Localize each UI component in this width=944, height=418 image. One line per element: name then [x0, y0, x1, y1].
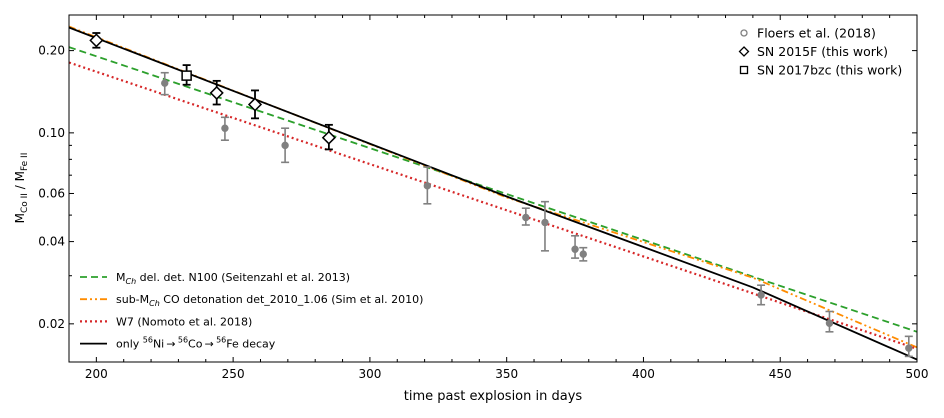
legend-label: sub-MCh CO detonation det_2010_1.06 (Sim…: [116, 293, 423, 308]
point-marker-diamond: [89, 33, 104, 48]
point-marker-diamond: [321, 130, 336, 145]
legend-text: del. det. N100 (Seitenzahl et al. 2013): [136, 271, 350, 284]
legend-label: Floers et al. (2018): [757, 26, 876, 41]
model-lines: [68, 25, 918, 361]
x-tick-label: 450: [769, 367, 792, 381]
point-marker-circle: [579, 250, 587, 258]
model-line: [68, 61, 918, 350]
x-tick-label: 500: [906, 367, 929, 381]
x-tick-label: 350: [495, 367, 518, 381]
point-marker-circle: [221, 124, 229, 132]
point-marker-circle: [281, 141, 289, 150]
y-axis-label-main: M: [13, 213, 27, 223]
point-marker-circle: [757, 291, 765, 299]
legend-markers: Floers et al. (2018) SN 2015F (this work)…: [738, 26, 902, 78]
legend-label: W7 (Nomoto et al. 2018): [116, 315, 252, 328]
legend-text: Co →: [188, 338, 216, 351]
legend-text: W7 (Nomoto et al. 2018): [116, 315, 252, 328]
point-marker-circle: [423, 182, 432, 190]
model-line: [68, 46, 918, 333]
model-line: [68, 26, 918, 361]
x-axis-label: time past explosion in days: [404, 389, 583, 404]
y-tick-label: 0.20: [38, 44, 65, 58]
point-marker-circle: [571, 245, 579, 253]
plot-background: [69, 15, 917, 362]
y-tick-label: 0.02: [38, 317, 65, 331]
legend-sub: Ch: [149, 299, 160, 308]
legend-text: only: [116, 338, 143, 351]
y-tick-label: 0.06: [38, 186, 65, 200]
point-marker-circle: [522, 213, 530, 222]
point-marker-diamond: [209, 85, 224, 100]
x-tick-label: 200: [85, 367, 108, 381]
point-marker-circle: [825, 319, 834, 327]
legend-marker-diamond: [738, 46, 750, 57]
legend-sup: 56: [178, 336, 188, 345]
x-axis-ticks: 200 250 300 350 400 450 500: [68, 15, 929, 381]
legend-models: MCh del. det. N100 (Seitenzahl et al. 20…: [80, 271, 423, 351]
x-tick-label: 300: [358, 367, 381, 381]
legend-sup: 56: [143, 336, 153, 345]
point-marker-square: [181, 70, 192, 81]
legend-sup: 56: [216, 336, 226, 345]
y-axis-label: MCo II / MFe II: [13, 153, 30, 224]
legend-label: MCh del. det. N100 (Seitenzahl et al. 20…: [116, 271, 350, 286]
legend-text: CO detonation det_2010_1.06 (Sim et al. …: [160, 293, 424, 306]
y-tick-label: 0.10: [38, 126, 65, 140]
legend-marker-circle: [740, 29, 748, 37]
data-points: [89, 32, 913, 358]
legend-text: sub-M: [116, 293, 149, 306]
point-marker-circle: [161, 79, 169, 87]
point-marker-diamond: [247, 97, 263, 112]
legend-label: SN 2017bzc (this work): [757, 63, 902, 78]
y-axis-label-sub2: Fe II: [20, 153, 30, 171]
y-axis-ticks: 0.02 0.04 0.06 0.10 0.20: [38, 44, 917, 331]
legend-text: M: [116, 271, 126, 284]
y-axis-label-sub1: Co II: [20, 193, 30, 213]
legend-text: Fe decay: [226, 338, 276, 351]
point-marker-circle: [905, 344, 913, 352]
legend-text: Ni →: [153, 338, 178, 351]
legend-label: SN 2015F (this work): [757, 44, 888, 59]
legend-marker-square: [739, 65, 749, 75]
x-tick-label: 250: [222, 367, 245, 381]
plot-frame: [68, 14, 918, 363]
y-tick-label: 0.04: [38, 235, 65, 249]
y-axis-label-sep: / M: [13, 171, 27, 193]
x-tick-label: 400: [632, 367, 655, 381]
legend-sub: Ch: [126, 277, 137, 286]
legend-label: only 56Ni → 56Co → 56Fe decay: [116, 336, 276, 351]
point-marker-circle: [541, 218, 549, 227]
